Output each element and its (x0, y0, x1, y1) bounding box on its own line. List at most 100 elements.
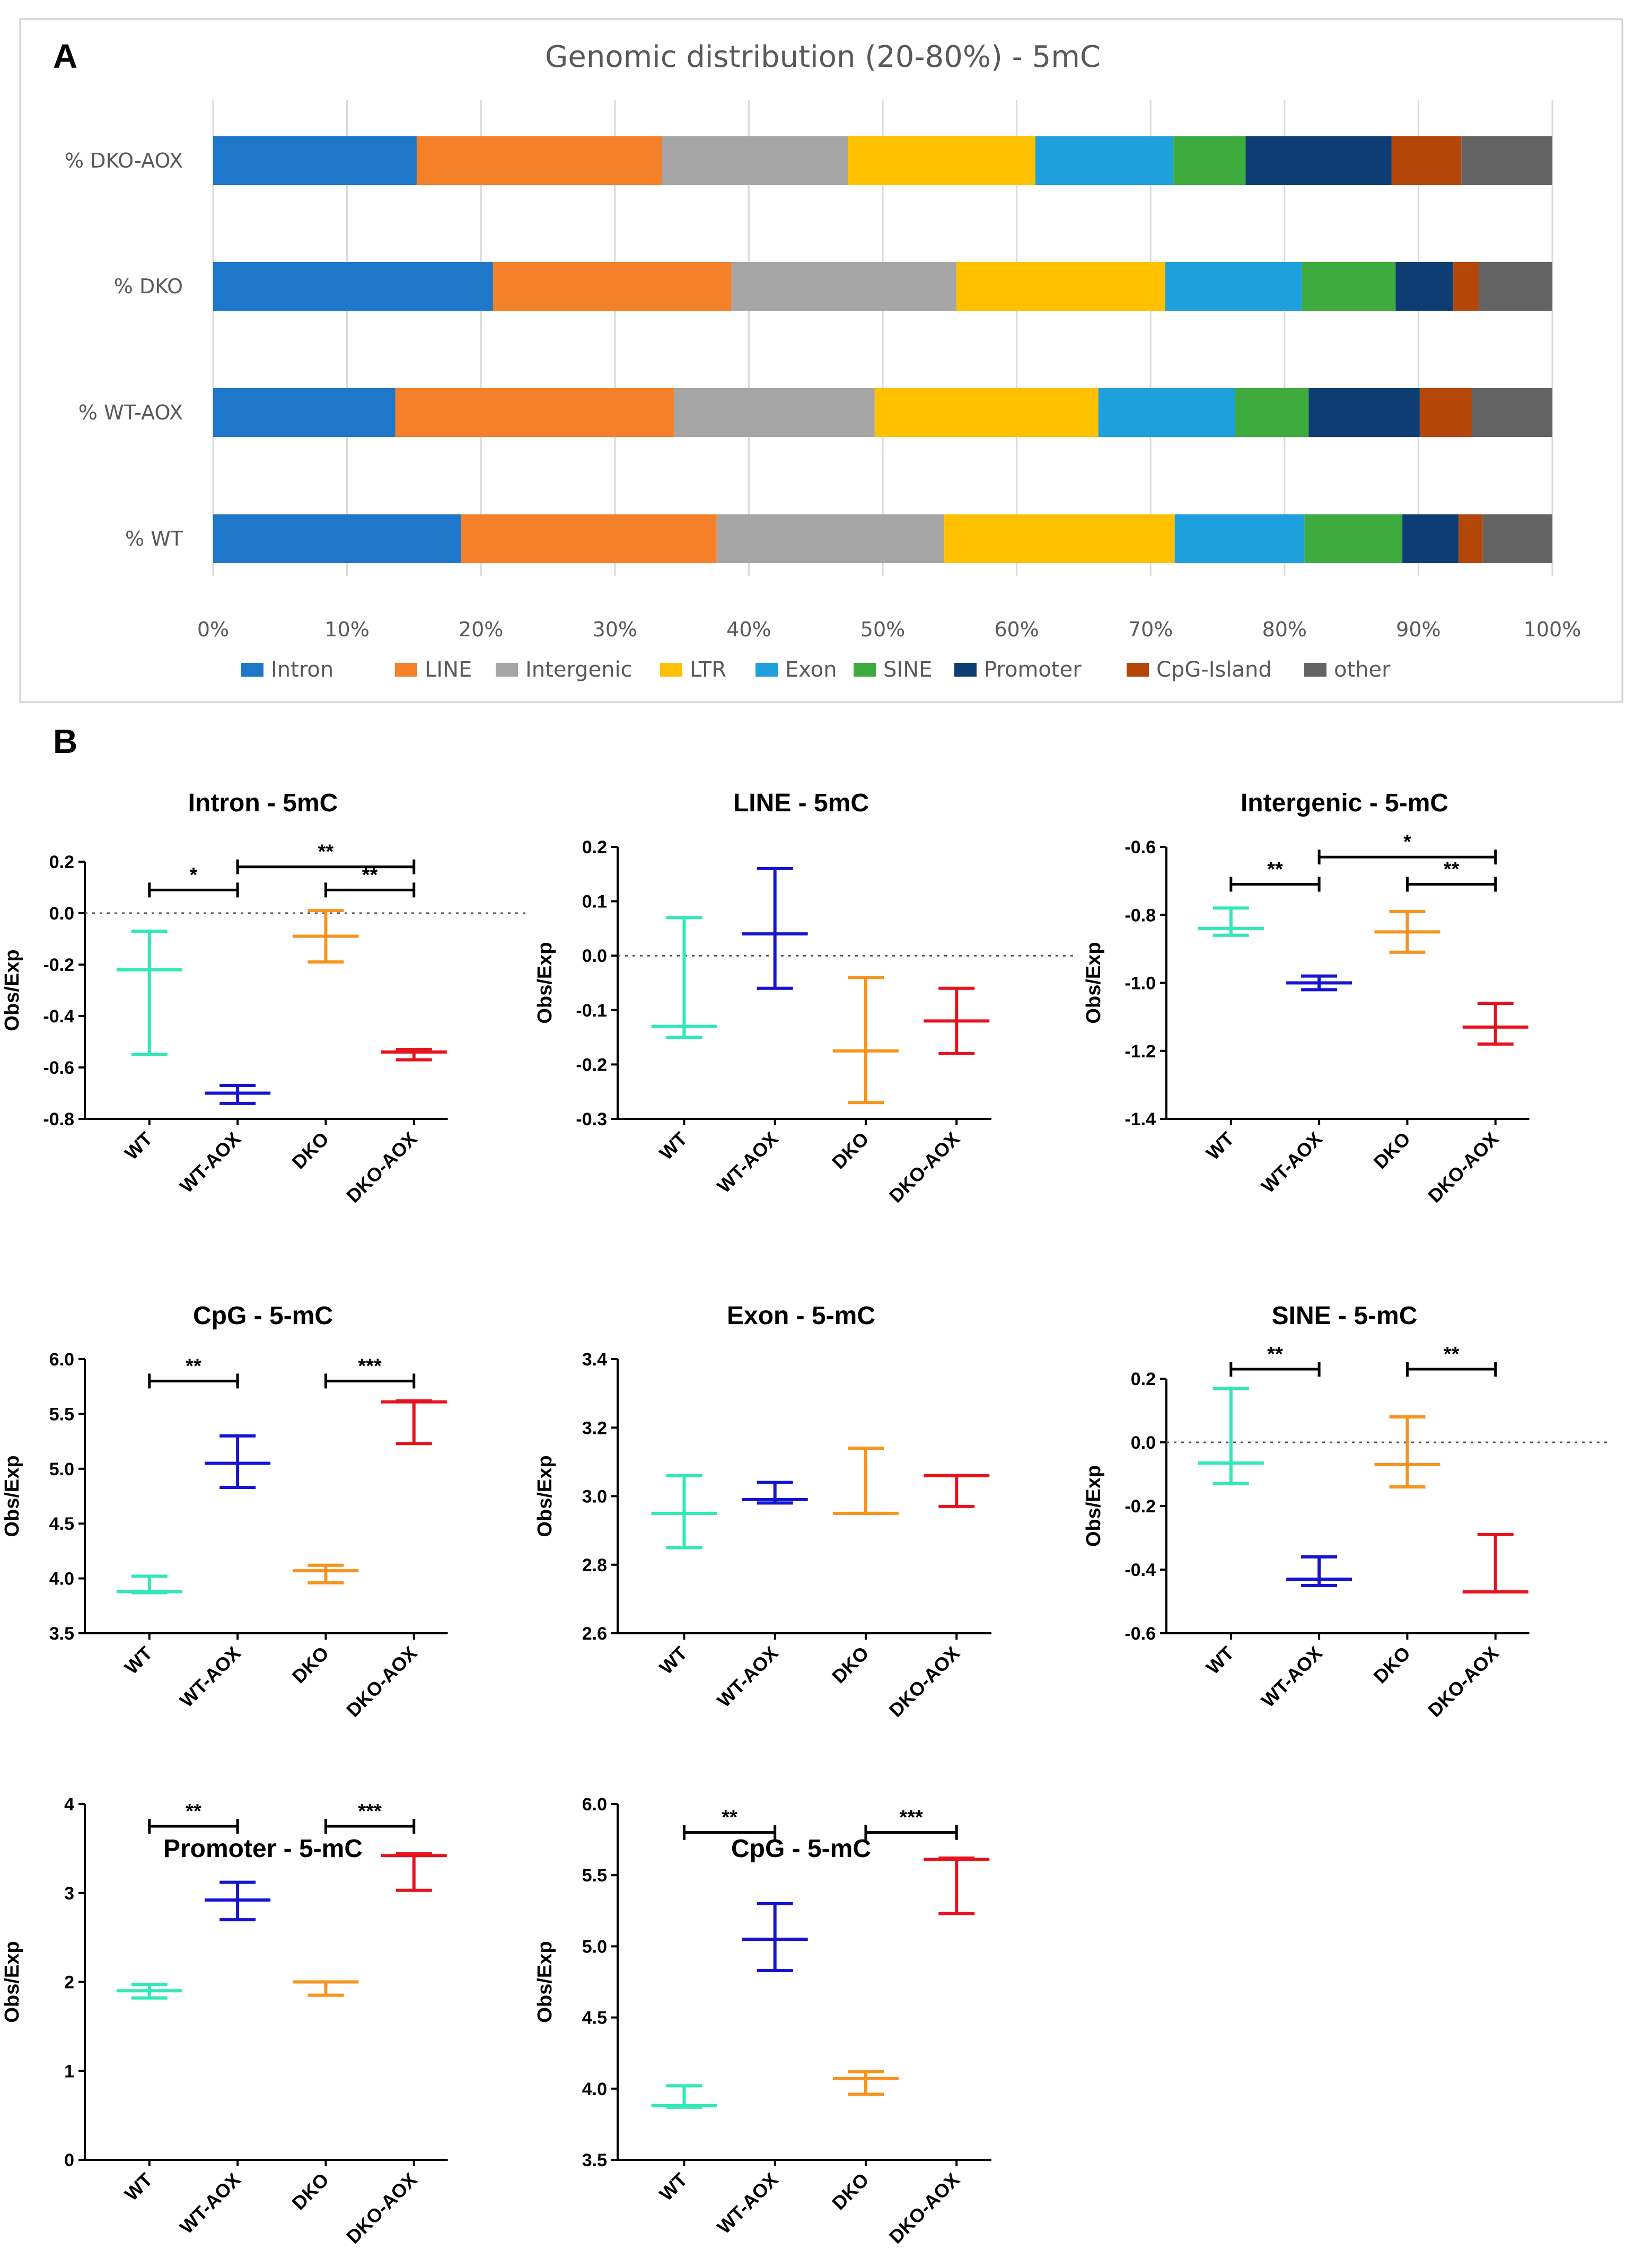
group-wt (651, 1474, 717, 1549)
group-dko (832, 976, 899, 1105)
significance-bracket: ** (1405, 859, 1497, 892)
y-tick-label: 3.4 (582, 1350, 607, 1370)
group-wt (1198, 906, 1264, 937)
significance-label: *** (358, 1800, 382, 1823)
significance-label: ** (186, 1800, 201, 1823)
bar-segment-line (493, 262, 732, 311)
significance-bracket: ** (1229, 1343, 1321, 1377)
bar-segment-sine (1302, 262, 1396, 311)
significance-label: *** (358, 1355, 382, 1377)
group-dko-aox (1462, 1533, 1528, 1593)
bar-segment-other (1479, 262, 1552, 311)
bar-segment-exon (1174, 514, 1305, 563)
bar-segment-intron (213, 388, 396, 437)
stacked-axis: 0% 10% 20% 30% 40% 50% 60% 70% 80% 90% 100% % DKO-A… (65, 149, 1581, 641)
y-tick-label: 4.5 (582, 2008, 607, 2028)
x-category-label: WT-AOX (175, 1128, 245, 1197)
legend-swatch-other (1304, 663, 1326, 677)
significance-bracket: ** (236, 841, 416, 874)
bar-segment-intergenic (662, 136, 848, 185)
panel-a-frame (19, 18, 1623, 703)
group-dko (832, 1447, 899, 1515)
y-tick-label: 0.0 (49, 904, 74, 924)
plot-cpg-5-mc: CpG - 5-mC 6.0 5.5 5.0 4.5 4.0 3.5 Obs/Exp WT WT-… (1, 1302, 448, 1721)
y-tick-label: -0.2 (576, 1055, 607, 1075)
x-category-label: WT-AOX (713, 1128, 783, 1197)
significance-label: * (1403, 831, 1411, 853)
stacked-x-tick-label: 10% (324, 618, 369, 641)
y-axis-label: Obs/Exp (1, 1941, 23, 2022)
significance-label: *** (899, 1807, 923, 1829)
y-tick-label: 2.8 (582, 1555, 607, 1575)
significance-bracket: ** (1229, 859, 1321, 892)
x-category-label: DKO-AOX (342, 2169, 421, 2248)
stacked-x-tick-label: 80% (1262, 618, 1307, 641)
group-wt (116, 1983, 182, 2000)
y-tick-label: 4 (64, 1794, 74, 1815)
plot-title: SINE - 5-mC (1272, 1302, 1418, 1330)
y-tick-label: 0.1 (582, 892, 607, 912)
group-dko (293, 1980, 359, 1997)
bar-segment-intron (213, 514, 461, 563)
y-tick-label: -1.0 (1124, 974, 1156, 994)
plot-promoter-5-mc: Promoter - 5-mC 4 3 2 1 0 Obs/Exp WT WT-AOX DKO DK… (1, 1794, 448, 2248)
y-axis-label: Obs/Exp (534, 1941, 556, 2022)
bar-segment-sine (1173, 136, 1246, 185)
plot-intergenic-5-mc: Intergenic - 5-mC -0.6 -0.8 -1.0 -1.2 -1.4 Obs… (1083, 789, 1530, 1207)
bar-segment-ltr (956, 262, 1165, 311)
bar-segment-promoter (1402, 514, 1459, 563)
y-tick-label: -0.6 (43, 1058, 74, 1078)
significance-label: ** (1267, 1343, 1283, 1365)
legend-label-other: other (1334, 658, 1391, 682)
x-category-label: WT-AOX (1257, 1128, 1326, 1197)
y-tick-label: 0.2 (49, 852, 74, 872)
y-tick-label: -0.3 (576, 1109, 607, 1129)
legend-label-sine: SINE (883, 658, 932, 682)
x-category-label: WT-AOX (713, 2169, 783, 2238)
y-tick-label: -0.6 (1124, 1624, 1156, 1644)
significance-label: ** (186, 1355, 201, 1377)
y-axis-label: Obs/Exp (1083, 942, 1105, 1023)
plot-exon-5-mc: Exon - 5-mC 3.4 3.2 3.0 2.8 2.6 Obs/Exp WT WT-AO… (534, 1302, 991, 1721)
bar-segment-cpg-island (1459, 514, 1483, 563)
plot-title: Intergenic - 5-mC (1241, 789, 1448, 817)
bar-segment-line (461, 514, 717, 563)
x-category-label: WT-AOX (175, 2169, 245, 2238)
x-category-label: DKO-AOX (1424, 1128, 1503, 1207)
y-tick-label: -0.6 (1124, 837, 1156, 857)
x-category-label: WT (1202, 1128, 1238, 1164)
x-category-label: DKO (1369, 1128, 1415, 1174)
legend-label-line: LINE (425, 658, 472, 682)
bar-segment-intergenic (716, 514, 945, 563)
group-wt-aox (205, 1434, 271, 1489)
significance-label: ** (318, 841, 334, 863)
x-category-label: DKO-AOX (342, 1642, 421, 1721)
group-dko-aox (924, 986, 990, 1055)
bar-segment-cpg-island (1419, 388, 1472, 437)
y-tick-label: -0.8 (1124, 905, 1156, 925)
x-category-label: DKO-AOX (885, 1128, 964, 1207)
y-tick-label: 6.0 (582, 1794, 607, 1815)
x-category-label: DKO-AOX (342, 1128, 421, 1207)
y-tick-label: 3.0 (582, 1487, 607, 1507)
group-dko (1374, 909, 1440, 954)
y-tick-label: 0.0 (1131, 1433, 1156, 1453)
significance-label: ** (1444, 859, 1460, 881)
stacked-x-tick-label: 30% (593, 618, 637, 641)
significance-bracket: *** (864, 1807, 958, 1840)
legend-label-ltr: LTR (690, 658, 726, 682)
y-tick-label: -0.2 (1124, 1496, 1156, 1517)
significance-label: ** (722, 1807, 737, 1829)
bar-segment-promoter (1245, 136, 1392, 185)
group-wt (651, 916, 717, 1039)
y-tick-label: 3.5 (49, 1624, 74, 1644)
stacked-chart-title: Genomic distribution (20-80%) - 5mC (545, 40, 1101, 74)
x-category-label: WT-AOX (1257, 1642, 1326, 1712)
y-tick-label: 0.0 (582, 946, 607, 966)
plot-intron-5mc: Intron - 5mC 0.2 0.0 -0.2 -0.4 -0.6 -0.8 Obs/Ex… (1, 789, 530, 1207)
group-dko-aox (924, 1474, 990, 1508)
stacked-legend: Intron LINE Intergenic LTR Exon SINE Promoter C… (241, 658, 1391, 682)
legend-label-intergenic: Intergenic (525, 658, 632, 682)
group-wt (651, 2084, 717, 2109)
group-dko-aox (381, 1399, 447, 1446)
